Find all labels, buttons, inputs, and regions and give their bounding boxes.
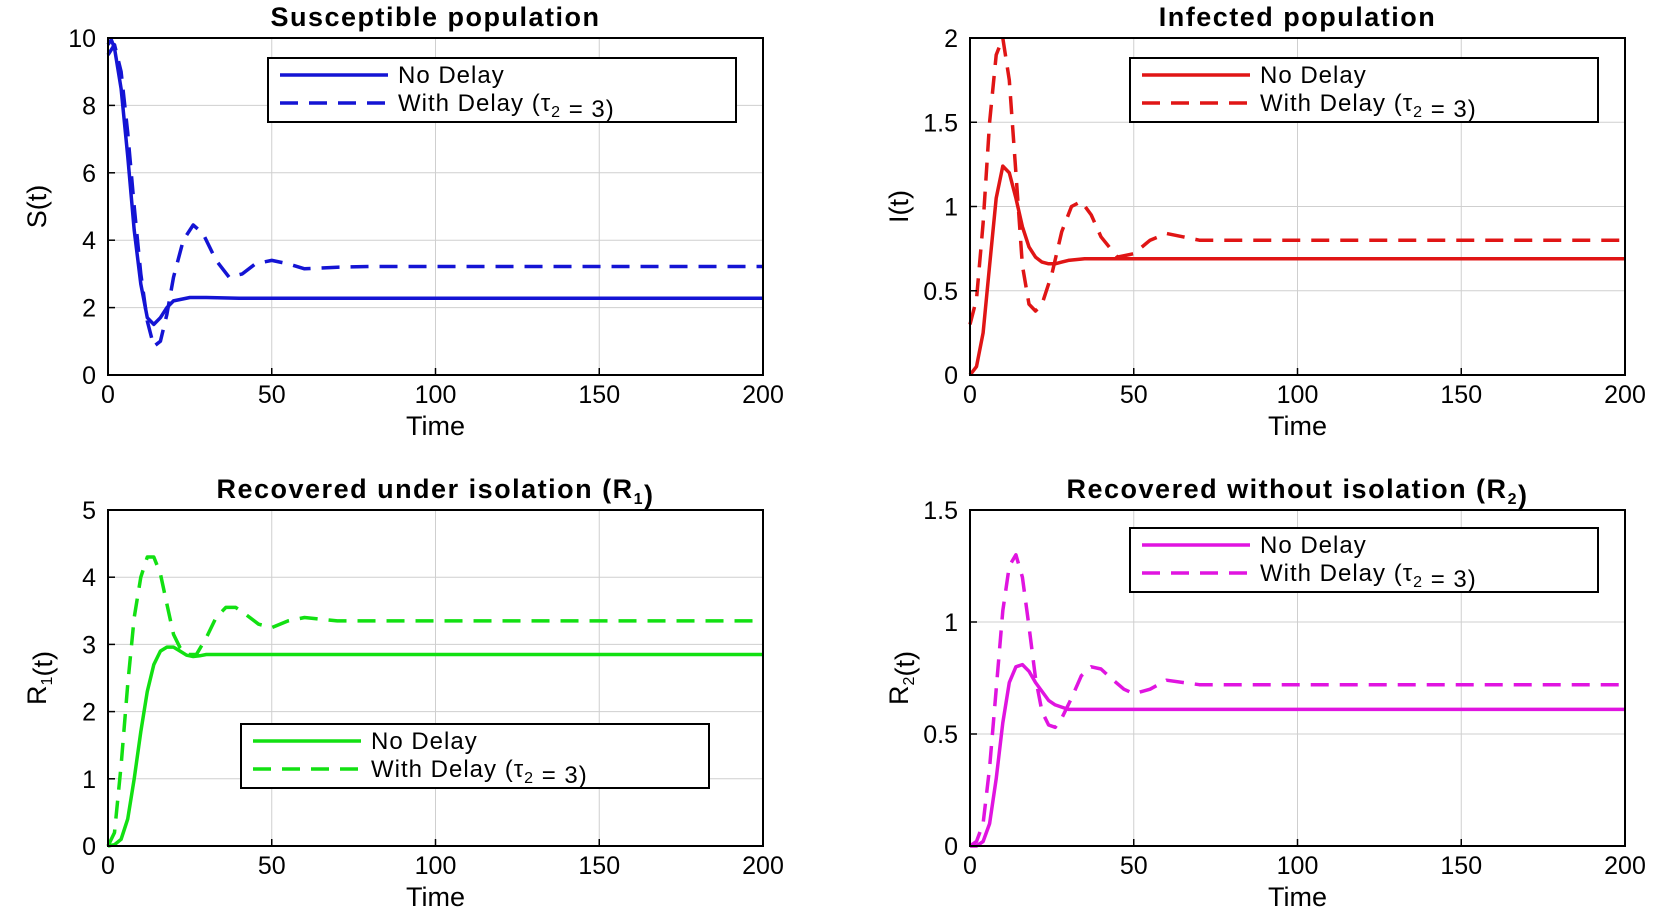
x-axis-label: Time [406,411,465,441]
y-tick-label: 4 [82,564,96,592]
y-tick-label: 6 [82,160,96,188]
x-tick-label: 150 [1440,852,1482,880]
x-axis-label: Time [1268,411,1327,441]
legend-box [1129,57,1599,123]
legend-label: No Delay [1260,532,1367,559]
y-tick-label: 0.5 [923,721,958,749]
x-tick-label: 0 [101,381,115,409]
y-axis-label: R1(t) [22,651,58,705]
y-tick-label: 10 [68,25,96,53]
chart-panel-4: 0 50 100 150 200 0 0.5 1 1.5 Recovered without is… [884,474,1646,912]
legend-box [1129,527,1599,593]
series-line-no-delay [106,37,763,327]
chart-title: Recovered under isolation (R1) [217,474,655,510]
y-tick-label: 0 [82,362,96,390]
chart-panel-2: 0 50 100 150 200 0 0.5 1 1.5 2 Infected population… [884,2,1646,441]
legend-label: With Delay (τ2 = 3) [1260,90,1477,123]
legend-box [240,723,710,789]
chart-title: Infected population [1159,2,1437,32]
series-line-with-delay [968,36,1625,325]
x-tick-label: 50 [258,381,286,409]
y-tick-label: 0 [944,833,958,861]
chart-panel-1: 0 50 100 150 200 0 2 4 6 8 10 Susceptible populatio… [22,2,784,441]
x-axis-label: Time [406,882,465,912]
x-axis-label: Time [1268,882,1327,912]
x-tick-label: 50 [258,852,286,880]
y-tick-label: 1 [944,194,958,222]
x-tick-label: 50 [1120,852,1148,880]
x-tick-label: 150 [1440,381,1482,409]
y-tick-label: 1.5 [923,497,958,525]
x-tick-label: 100 [1277,852,1319,880]
y-tick-label: 0 [82,833,96,861]
x-tick-label: 0 [101,852,115,880]
x-tick-label: 0 [963,381,977,409]
y-tick-label: 2 [82,295,96,323]
x-tick-label: 100 [1277,381,1319,409]
series-line-with-delay [106,555,763,847]
x-tick-label: 150 [578,381,620,409]
x-tick-label: 200 [742,852,784,880]
y-tick-label: 1 [944,609,958,637]
legend-label: With Delay (τ2 = 3) [371,756,588,789]
legend-label: With Delay (τ2 = 3) [1260,560,1477,593]
y-tick-label: 2 [944,25,958,53]
series-line-with-delay [106,42,763,349]
y-tick-label: 8 [82,92,96,120]
y-axis-label: R2(t) [884,651,920,705]
y-tick-label: 2 [82,699,96,727]
chart-title: Recovered without isolation (R2) [1067,474,1529,510]
y-axis-label: S(t) [22,185,52,229]
x-tick-label: 200 [1604,852,1646,880]
chart-title: Susceptible population [270,2,600,32]
y-tick-label: 0 [944,362,958,390]
x-tick-label: 200 [742,381,784,409]
legend-label: No Delay [1260,62,1367,89]
legend-label: No Delay [398,62,505,89]
series-line-no-delay [970,662,1625,848]
y-tick-label: 1 [82,766,96,794]
y-tick-label: 0.5 [923,278,958,306]
y-axis-label: I(t) [884,190,914,223]
y-tick-label: 4 [82,227,96,255]
x-tick-label: 100 [415,852,457,880]
chart-panel-3: 0 50 100 150 200 0 1 2 3 4 5 Recovered under isolat… [22,474,784,912]
y-tick-label: 3 [82,631,96,659]
x-tick-label: 200 [1604,381,1646,409]
series-line-no-delay [107,645,763,848]
x-tick-label: 100 [415,381,457,409]
y-tick-label: 5 [82,497,96,525]
legend-box [267,57,737,123]
x-tick-label: 150 [578,852,620,880]
x-tick-label: 50 [1120,381,1148,409]
x-tick-label: 0 [963,852,977,880]
series-line-no-delay [968,164,1625,377]
legend-label: No Delay [371,728,478,755]
legend-label: With Delay (τ2 = 3) [398,90,615,123]
y-tick-label: 1.5 [923,109,958,137]
